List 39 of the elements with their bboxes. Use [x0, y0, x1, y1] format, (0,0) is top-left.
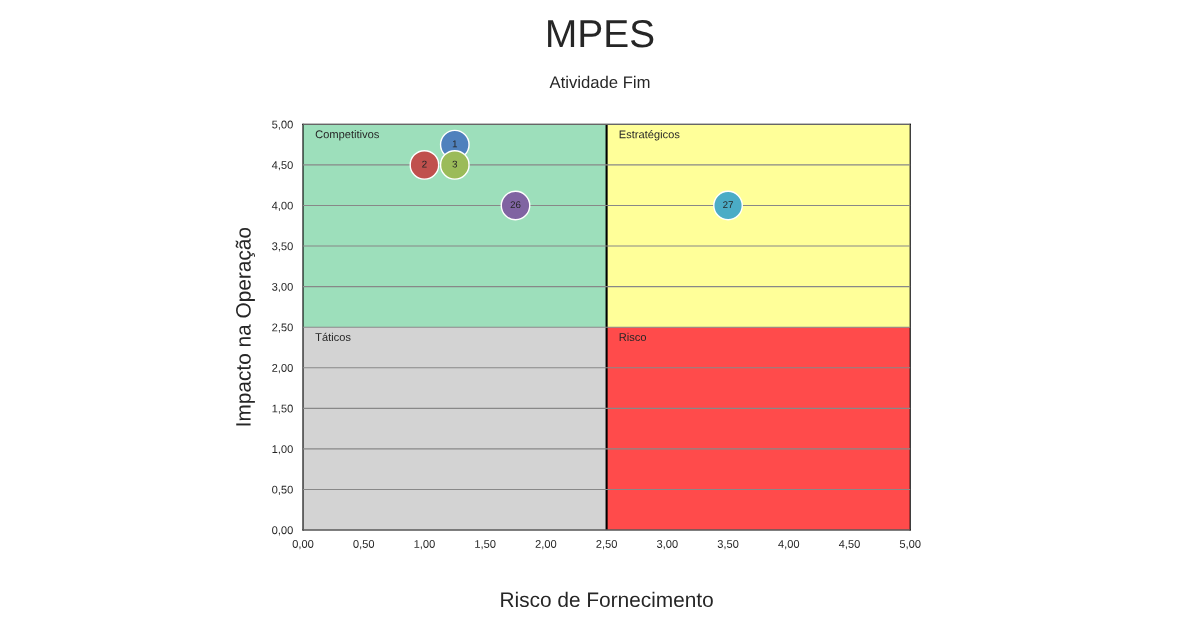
- y-tick-label: 4,00: [271, 201, 293, 211]
- band-label: Táticos: [315, 332, 351, 342]
- y-tick-label: 3,50: [272, 242, 293, 252]
- y-tick-label: 1,50: [272, 404, 293, 414]
- chart-subtitle: Atividade Fim: [549, 75, 650, 89]
- y-tick-label: 2,00: [272, 364, 293, 374]
- band-label: Estratégicos: [619, 130, 680, 141]
- y-tick-label: 0,00: [272, 526, 293, 536]
- x-tick-label: 1,00: [414, 540, 435, 550]
- x-axis-title: Risco de Fornecimento: [501, 591, 713, 608]
- point: [409, 149, 440, 180]
- series-label: 1: [452, 140, 458, 148]
- x-tick-label: 4,50: [838, 540, 860, 550]
- series-label: 27: [723, 201, 733, 208]
- y-tick-label: 5,00: [272, 120, 293, 130]
- x-tick-label: 1,50: [475, 540, 496, 550]
- y-tick-label: 2,50: [272, 323, 293, 333]
- point: [439, 149, 470, 180]
- y-tick-label: 0,50: [272, 485, 293, 495]
- x-tick-label: 0,00: [292, 540, 314, 550]
- series-label: 2: [422, 160, 427, 168]
- band-label: Risco: [619, 332, 647, 342]
- y-tick-label: 4,50: [271, 161, 293, 171]
- chart-title: MPES: [548, 19, 654, 48]
- x-tick-label: 5,00: [899, 540, 921, 550]
- band-label: Competitivos: [315, 130, 379, 141]
- x-tick-label: 0,50: [353, 540, 375, 550]
- series-label: 3: [452, 160, 458, 168]
- y-axis-title: Impacto na Operação: [235, 227, 255, 426]
- y-tick-label: 3,00: [272, 282, 293, 293]
- x-tick-label: 3,50: [717, 540, 739, 550]
- point: [713, 190, 743, 221]
- x-tick-label: 2,50: [596, 540, 617, 550]
- x-tick-label: 3,00: [656, 540, 678, 550]
- y-tick-label: 1,00: [272, 445, 293, 455]
- x-tick-label: 2,00: [535, 540, 557, 550]
- x-tick-label: 4,00: [778, 540, 800, 550]
- series-label: 26: [510, 201, 521, 209]
- point: [500, 190, 531, 221]
